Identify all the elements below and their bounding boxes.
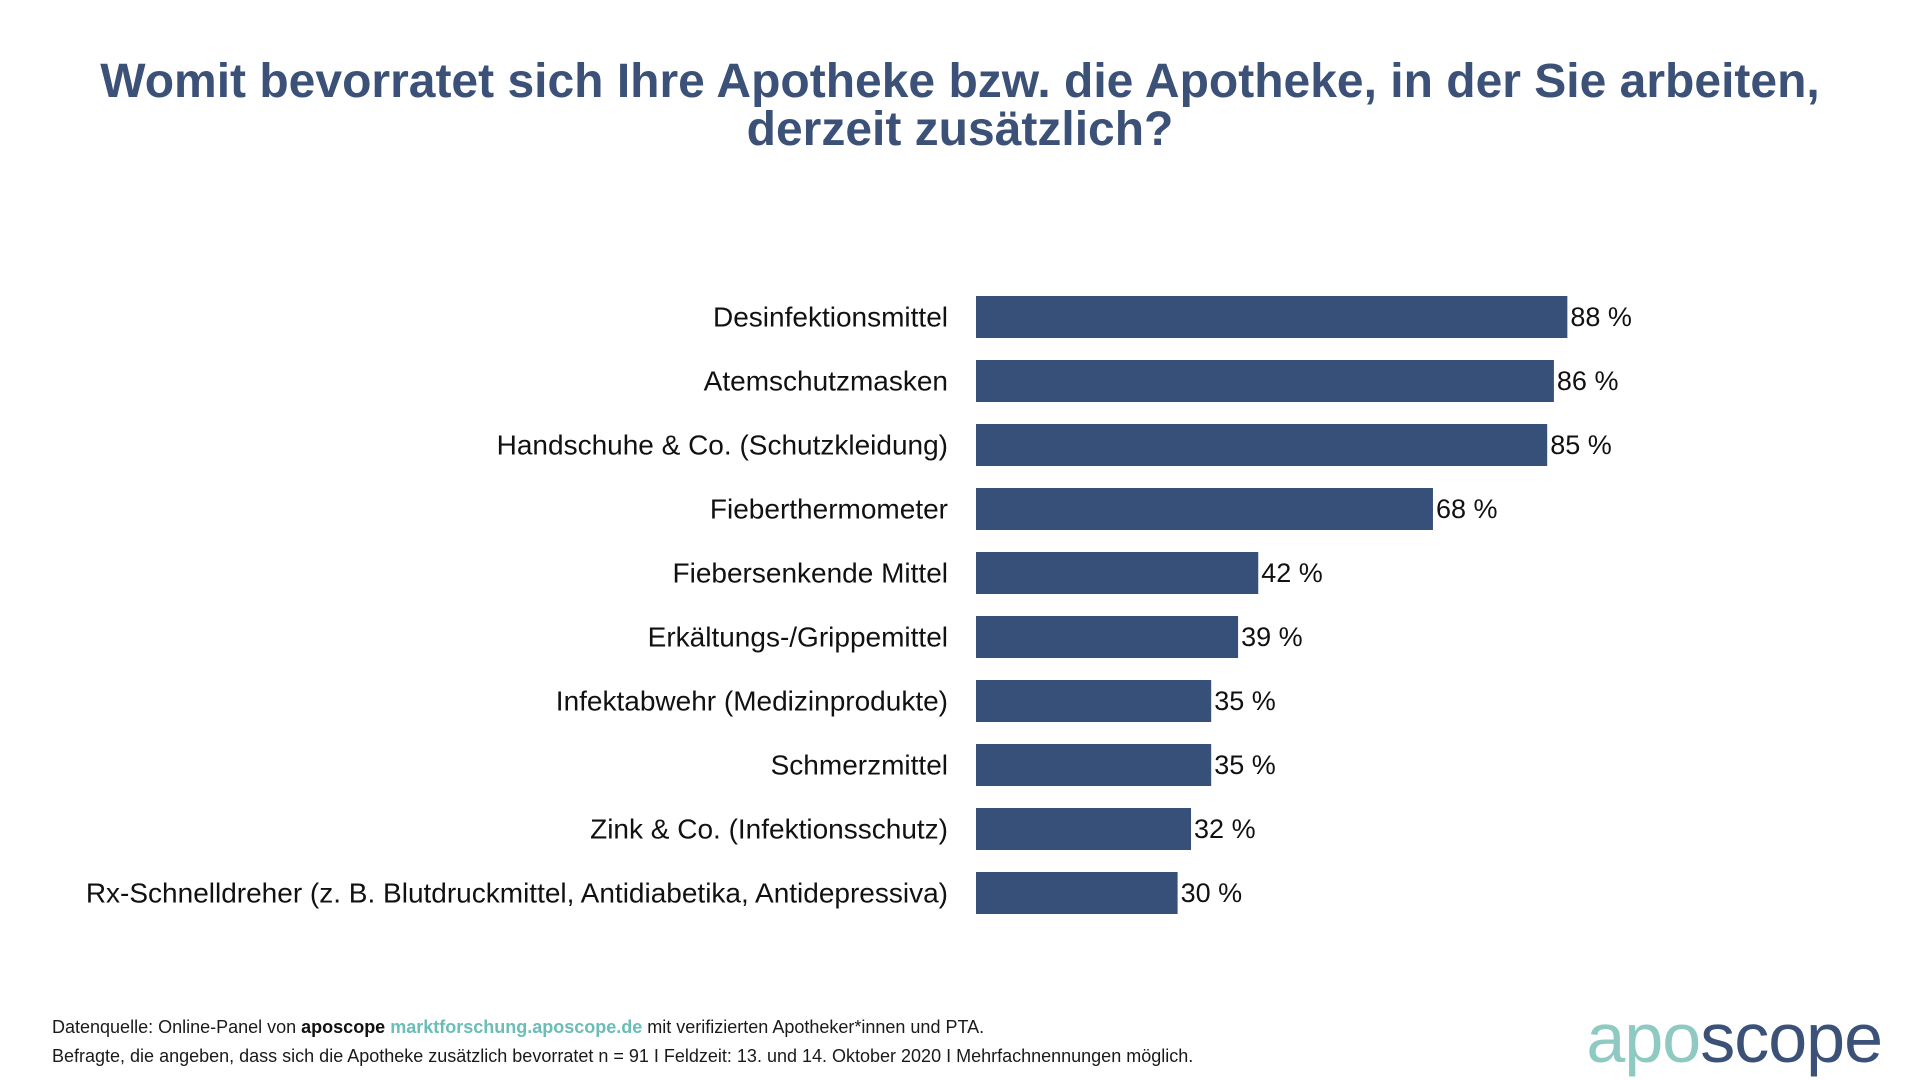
- category-label: Erkältungs-/Grippemittel: [648, 622, 948, 653]
- bar: [976, 296, 1568, 338]
- bar: [976, 424, 1548, 466]
- logo-part-apo: apo: [1586, 999, 1701, 1077]
- category-label: Fieberthermometer: [710, 494, 948, 525]
- category-label: Handschuhe & Co. (Schutzkleidung): [497, 430, 948, 461]
- footer-source: Datenquelle: Online-Panel von aposcope m…: [52, 1013, 1193, 1071]
- footer-line-1: Datenquelle: Online-Panel von aposcope m…: [52, 1013, 1193, 1042]
- value-label: 68 %: [1436, 494, 1498, 524]
- bar: [976, 552, 1259, 594]
- bar: [976, 360, 1554, 402]
- value-label: 42 %: [1261, 558, 1323, 588]
- bar-chart: Desinfektionsmittel 88 % Atemschutzmasken 8…: [86, 296, 1632, 914]
- aposcope-logo: aposcope: [1586, 998, 1883, 1078]
- value-label: 86 %: [1557, 366, 1619, 396]
- chart-title: Womit bevorratet sich Ihre Apotheke bzw.…: [60, 58, 1860, 154]
- footer-line-2: Befragte, die angeben, dass sich die Apo…: [52, 1046, 1194, 1066]
- category-label: Infektabwehr (Medizinprodukte): [556, 686, 948, 717]
- footer-link[interactable]: marktforschung.aposcope.de: [390, 1017, 643, 1037]
- value-label: 85 %: [1550, 430, 1612, 460]
- chart-title-line-1: Womit bevorratet sich Ihre Apotheke bzw.…: [100, 55, 1820, 108]
- category-label: Rx-Schnelldreher (z. B. Blutdruckmittel,…: [86, 878, 948, 909]
- category-label: Atemschutzmasken: [704, 366, 948, 397]
- category-label: Zink & Co. (Infektionsschutz): [590, 814, 948, 845]
- logo-part-scope: scope: [1700, 999, 1883, 1077]
- value-label: 88 %: [1570, 302, 1632, 332]
- value-label: 35 %: [1214, 686, 1276, 716]
- value-label: 39 %: [1241, 622, 1303, 652]
- category-label: Desinfektionsmittel: [713, 302, 948, 333]
- bar: [976, 808, 1192, 850]
- bar: [976, 744, 1212, 786]
- value-label: 35 %: [1214, 750, 1276, 780]
- bar: [976, 488, 1433, 530]
- footer-source-suffix: mit verifizierten Apotheker*innen und PT…: [642, 1017, 985, 1037]
- bar: [976, 872, 1178, 914]
- chart-title-line-2: derzeit zusätzlich?: [746, 103, 1174, 156]
- category-label: Fiebersenkende Mittel: [673, 558, 948, 589]
- bar: [976, 616, 1239, 658]
- bar: [976, 680, 1212, 722]
- footer-brand: aposcope: [301, 1017, 386, 1037]
- value-label: 30 %: [1181, 878, 1243, 908]
- value-label: 32 %: [1194, 814, 1256, 844]
- footer-source-prefix: Datenquelle: Online-Panel von: [52, 1017, 302, 1037]
- category-label: Schmerzmittel: [771, 750, 948, 781]
